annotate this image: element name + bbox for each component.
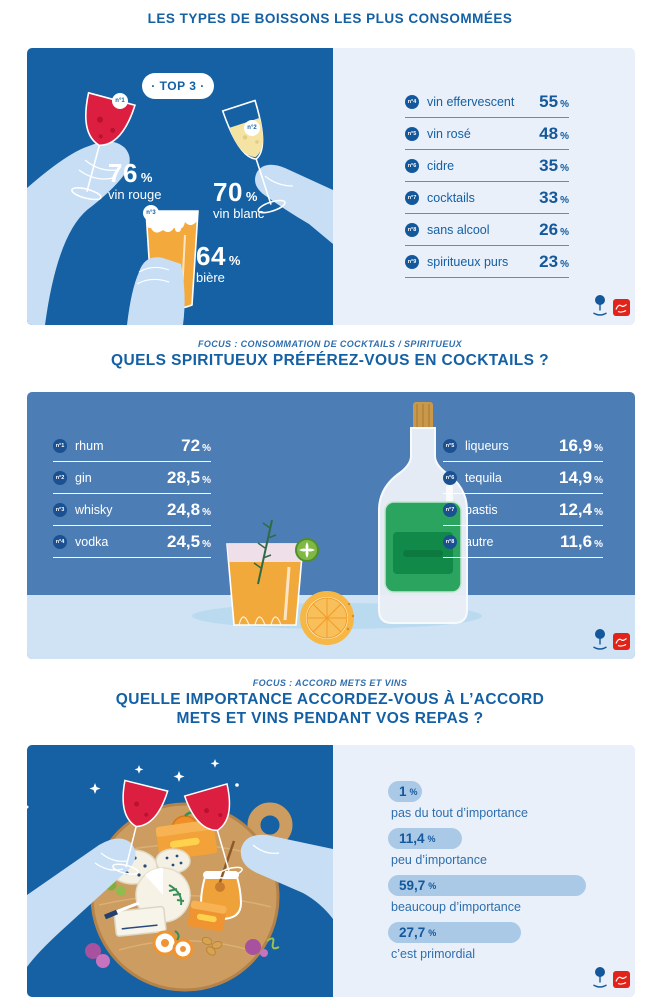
bar-group: 11,4% peu d’importance bbox=[388, 828, 623, 867]
rank-badge: n°5 bbox=[443, 438, 457, 453]
bar-pill: 27,7% bbox=[388, 922, 521, 943]
list-item: n°4 vin effervescent 55% bbox=[405, 86, 569, 118]
pairing-results-panel: 1% pas du tout d’importance 11,4% peu d’… bbox=[333, 745, 635, 997]
list-item: n°6 cidre 35% bbox=[405, 150, 569, 182]
top3-illustration-panel: · TOP 3 · n°1 n°2 n°3 76% vin rouge 70% … bbox=[27, 48, 333, 325]
section-food-pairing: 1% pas du tout d’importance 11,4% peu d’… bbox=[27, 745, 635, 997]
rank-1-badge: n°1 bbox=[112, 93, 128, 109]
footer-logos bbox=[592, 294, 630, 316]
wine-glass-icon bbox=[593, 629, 607, 650]
bar-pill: 11,4% bbox=[388, 828, 462, 849]
footer-logos bbox=[592, 628, 630, 650]
sowine-red-logo bbox=[613, 971, 630, 988]
red-wine-glass bbox=[183, 783, 243, 879]
beverage-list-panel: n°4 vin effervescent 55% n°5 vin rosé 48… bbox=[333, 48, 635, 325]
list-item: n°8 sans alcool 26% bbox=[405, 214, 569, 246]
rank-badge: n°8 bbox=[443, 534, 457, 549]
cocktail-glass bbox=[226, 519, 319, 626]
list-item: n°7 pastis 12,4% bbox=[443, 494, 603, 526]
rank-3-badge: n°3 bbox=[143, 205, 159, 221]
spirits-list-right: n°5 liqueurs 16,9% n°6 tequila 14,9% n°7… bbox=[443, 430, 603, 558]
sparkle-icons bbox=[27, 759, 239, 809]
stat-biere: 64% bière bbox=[196, 241, 241, 286]
rank-badge: n°7 bbox=[405, 190, 419, 205]
list-item: n°6 tequila 14,9% bbox=[443, 462, 603, 494]
rank-badge: n°6 bbox=[443, 470, 457, 485]
list-item: n°7 cocktails 33% bbox=[405, 182, 569, 214]
focus-subtitle-spirits: FOCUS : CONSOMMATION DE COCKTAILS / SPIR… bbox=[197, 339, 463, 349]
beverage-list: n°4 vin effervescent 55% n°5 vin rosé 48… bbox=[405, 86, 569, 278]
list-item: n°2 gin 28,5% bbox=[53, 462, 211, 494]
rank-badge: n°8 bbox=[405, 222, 419, 237]
list-item: n°9 spiritueux purs 23% bbox=[405, 246, 569, 278]
bar-group: 27,7% c’est primordial bbox=[388, 922, 623, 961]
list-item: n°4 vodka 24,5% bbox=[53, 526, 211, 558]
wine-glass-icon bbox=[593, 967, 607, 988]
cheese-board-illustration bbox=[27, 759, 333, 992]
section-title-spirits: QUELS SPIRITUEUX PRÉFÉREZ-VOUS EN COCKTA… bbox=[111, 352, 549, 369]
list-item: n°1 rhum 72% bbox=[53, 430, 211, 462]
page-title: LES TYPES DE BOISSONS LES PLUS CONSOMMÉE… bbox=[147, 11, 513, 26]
bar-group: 59,7% beaucoup d’importance bbox=[388, 875, 623, 914]
rank-badge: n°4 bbox=[53, 534, 67, 549]
sowine-red-logo bbox=[613, 299, 630, 316]
rank-2-badge: n°2 bbox=[244, 120, 260, 136]
red-wine-glass bbox=[112, 779, 169, 875]
rank-badge: n°5 bbox=[405, 126, 419, 141]
rank-badge: n°6 bbox=[405, 158, 419, 173]
bar-pill: 59,7% bbox=[388, 875, 586, 896]
top3-badge: · TOP 3 · bbox=[142, 73, 214, 99]
cheese-board-illustration-panel bbox=[27, 745, 333, 997]
section-spirits: n°1 rhum 72% n°2 gin 28,5% n°3 whisky 24… bbox=[27, 392, 635, 659]
wine-glass-icon bbox=[593, 295, 607, 316]
list-item: n°5 liqueurs 16,9% bbox=[443, 430, 603, 462]
spirits-list-left: n°1 rhum 72% n°2 gin 28,5% n°3 whisky 24… bbox=[53, 430, 211, 558]
lemon-half bbox=[300, 591, 355, 645]
focus-subtitle-pairing: FOCUS : ACCORD METS ET VINS bbox=[252, 678, 408, 688]
footer-logos bbox=[592, 966, 630, 988]
pairing-bars: 1% pas du tout d’importance 11,4% peu d’… bbox=[388, 781, 623, 969]
rank-badge: n°2 bbox=[53, 470, 67, 485]
stat-vin-rouge: 76% vin rouge bbox=[108, 158, 162, 203]
bar-group: 1% pas du tout d’importance bbox=[388, 781, 623, 820]
bar-pill: 1% bbox=[388, 781, 422, 802]
sowine-red-logo bbox=[613, 633, 630, 650]
stat-vin-blanc: 70% vin blanc bbox=[213, 177, 265, 222]
rank-badge: n°3 bbox=[53, 502, 67, 517]
list-item: n°8 autre 11,6% bbox=[443, 526, 603, 558]
rank-badge: n°4 bbox=[405, 94, 419, 109]
section-top-beverages: · TOP 3 · n°1 n°2 n°3 76% vin rouge 70% … bbox=[27, 48, 635, 325]
rank-badge: n°9 bbox=[405, 254, 419, 269]
section-title-pairing: QUELLE IMPORTANCE ACCORDEZ-VOUS À L’ACCO… bbox=[115, 691, 545, 727]
list-item: n°5 vin rosé 48% bbox=[405, 118, 569, 150]
rank-badge: n°7 bbox=[443, 502, 457, 517]
list-item: n°3 whisky 24,8% bbox=[53, 494, 211, 526]
toast-illustration bbox=[27, 91, 333, 325]
rank-badge: n°1 bbox=[53, 438, 67, 453]
